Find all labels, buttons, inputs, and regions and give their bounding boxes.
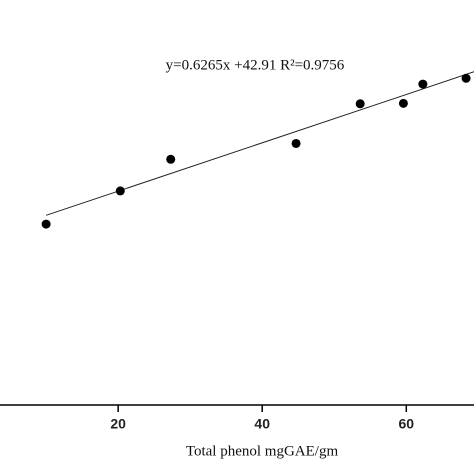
x-tick-label: 60 [398, 416, 414, 432]
data-point [41, 219, 51, 229]
data-point [166, 154, 176, 164]
data-point [115, 186, 125, 196]
data-point [398, 98, 408, 108]
trend-line [45, 71, 474, 216]
x-tick-label: 20 [110, 416, 126, 432]
data-point [461, 73, 471, 83]
equation-annotation: y=0.6265x +42.91 R²=0.9756 [166, 57, 345, 73]
data-point [418, 79, 428, 89]
x-tick-label: 40 [254, 416, 270, 432]
x-axis-title: Total phenol mgGAE/gm [186, 443, 339, 459]
data-point [355, 99, 365, 109]
data-point [291, 138, 301, 148]
